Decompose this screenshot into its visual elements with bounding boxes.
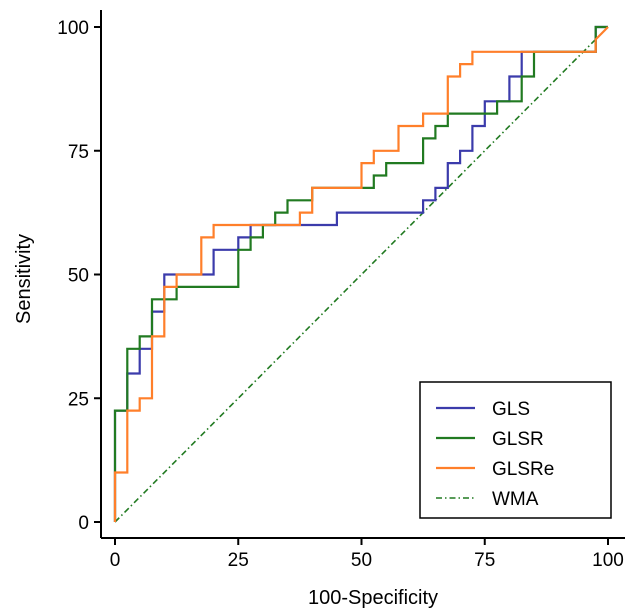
x-tick-label: 75 xyxy=(474,550,495,571)
y-axis-title: Sensitivity xyxy=(13,234,35,324)
x-tick-label: 100 xyxy=(592,550,624,571)
x-axis-title: 100-Specificity xyxy=(308,587,438,609)
x-tick-label: 25 xyxy=(228,550,249,571)
legend-label-gls: GLS xyxy=(492,399,530,420)
legend: GLS GLSR GLSRe WMA xyxy=(419,381,612,519)
y-tick-label: 75 xyxy=(68,142,89,163)
y-tick-label: 0 xyxy=(78,513,89,534)
legend-label-wma: WMA xyxy=(492,489,539,510)
plot-area xyxy=(113,25,609,523)
axes: 0 25 50 75 100 0 25 50 75 100 xyxy=(57,10,625,571)
legend-label-glsre: GLSRe xyxy=(492,459,554,480)
x-tick-label: 0 xyxy=(110,550,121,571)
series-line-wma xyxy=(114,26,609,523)
legend-label-glsr: GLSR xyxy=(492,429,544,450)
y-tick-label: 50 xyxy=(68,266,89,287)
y-tick-label: 25 xyxy=(68,389,89,410)
series-line-glsre xyxy=(113,26,609,522)
legend-box xyxy=(419,381,612,519)
y-tick-label: 100 xyxy=(57,18,89,39)
x-tick-label: 50 xyxy=(351,550,372,571)
series-line-glsr xyxy=(113,25,608,522)
